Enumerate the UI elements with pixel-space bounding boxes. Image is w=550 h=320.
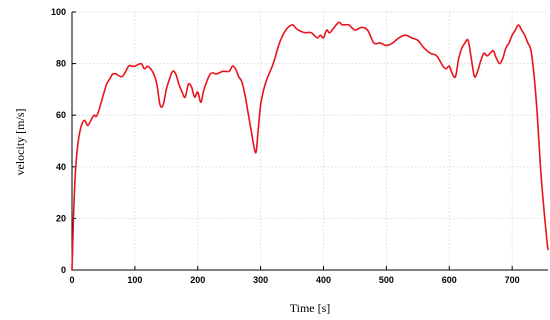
x-tick-label-600: 600 bbox=[442, 275, 457, 285]
y-tick-label-40: 40 bbox=[56, 162, 66, 172]
y-tick-label-100: 100 bbox=[51, 7, 66, 17]
y-tick-label-80: 80 bbox=[56, 59, 66, 69]
x-tick-label-700: 700 bbox=[505, 275, 520, 285]
plot-frame bbox=[71, 12, 548, 271]
series-line-0 bbox=[71, 21, 549, 271]
y-tick-label-60: 60 bbox=[56, 110, 66, 120]
series-layer bbox=[71, 21, 549, 271]
x-tick-label-400: 400 bbox=[316, 275, 331, 285]
x-tick-label-200: 200 bbox=[190, 275, 205, 285]
x-tick-label-300: 300 bbox=[253, 275, 268, 285]
x-axis-title: Time [s] bbox=[290, 301, 331, 315]
x-tick-label-500: 500 bbox=[379, 275, 394, 285]
y-tick-label-20: 20 bbox=[56, 213, 66, 223]
x-tick-label-0: 0 bbox=[69, 275, 74, 285]
y-tick-label-0: 0 bbox=[61, 265, 66, 275]
grid-lines bbox=[72, 11, 548, 270]
tick-labels: 0 100 200 300 400 500 600 700 0 20 40 60 80 100 bbox=[51, 7, 520, 285]
axis-ticks bbox=[71, 11, 513, 271]
x-tick-label-100: 100 bbox=[127, 275, 142, 285]
y-axis-title: velocity [m/s] bbox=[13, 109, 27, 176]
